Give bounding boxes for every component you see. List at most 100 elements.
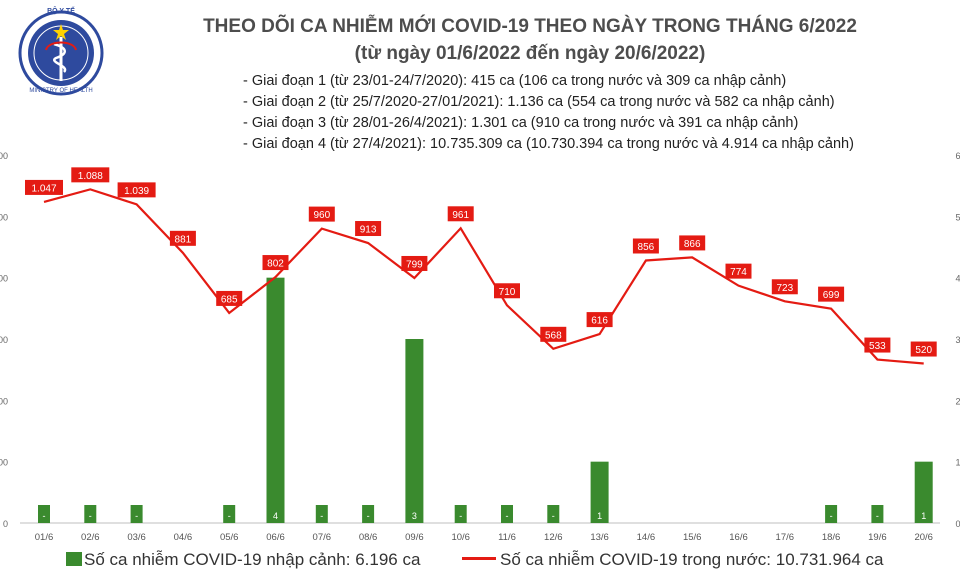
line-label-box — [169, 230, 196, 246]
bar — [547, 505, 560, 523]
x-axis-tick: 19/6 — [868, 532, 887, 543]
line-label-box — [679, 235, 706, 251]
line-label-box — [25, 179, 63, 195]
line-label-box — [262, 255, 289, 271]
line-label: 961 — [452, 210, 469, 221]
bar-label: - — [367, 511, 370, 521]
line-label-box — [355, 221, 382, 237]
line-label: 866 — [684, 239, 701, 250]
x-axis-tick: 18/6 — [822, 532, 841, 543]
bar-label: - — [43, 511, 46, 521]
bar — [914, 461, 933, 523]
x-axis-tick: 11/6 — [498, 532, 516, 543]
line-label-box — [401, 255, 428, 271]
line-label: 1.047 — [31, 183, 56, 194]
x-axis-tick: 15/6 — [683, 532, 702, 543]
line-label: 533 — [869, 341, 886, 352]
bar — [38, 505, 50, 523]
line-label-box — [632, 238, 659, 254]
line-label: 616 — [591, 316, 608, 327]
bar-label: - — [830, 511, 833, 521]
right-axis-tick: 4 — [955, 274, 960, 284]
x-axis-tick: 06/6 — [266, 532, 285, 543]
line-label: 710 — [499, 287, 516, 298]
bar — [266, 277, 285, 523]
bar-label: - — [552, 511, 555, 521]
x-axis-tick: 05/6 — [220, 532, 239, 543]
line-label: 913 — [360, 225, 377, 236]
line-label: 699 — [823, 290, 840, 301]
bar-label: - — [506, 511, 509, 521]
right-axis-tick: 0 — [955, 519, 960, 529]
line-label-box — [771, 279, 798, 295]
bar-label: 1 — [921, 511, 926, 521]
chart-title: THEO DÕI CA NHIỄM MỚI COVID-19 THEO NGÀY… — [203, 16, 857, 37]
logo-bottom-text: MINISTRY OF HEALTH — [29, 88, 93, 94]
line-label-box — [540, 326, 567, 342]
left-axis-tick: 800 — [0, 274, 8, 284]
left-axis-tick: 200 — [0, 458, 8, 468]
line-label: 723 — [776, 283, 793, 294]
bar-label: - — [89, 511, 92, 521]
phase-note: - Giai đoạn 4 (từ 27/4/2021): 10.735.309… — [243, 136, 854, 152]
legend-bar-swatch — [66, 552, 82, 566]
x-axis-tick: 10/6 — [451, 532, 470, 543]
bar-label: 1 — [597, 511, 602, 521]
x-axis-tick: 04/6 — [174, 532, 193, 543]
line-label: 802 — [267, 259, 284, 270]
bar — [405, 339, 424, 523]
legend-line-label: Số ca nhiễm COVID-19 trong nước: 10.731.… — [500, 550, 884, 569]
legend-bar: Số ca nhiễm COVID-19 nhập cảnh: 6.196 ca — [66, 550, 420, 570]
x-axis-tick: 16/6 — [729, 532, 748, 543]
right-axis-tick: 6 — [955, 151, 960, 161]
line-label: 881 — [175, 234, 192, 245]
line-label-box — [864, 337, 891, 353]
chart-subtitle: (từ ngày 01/6/2022 đến ngày 20/6/2022) — [354, 43, 706, 64]
bar — [84, 505, 97, 523]
legend-bar-label: Số ca nhiễm COVID-19 nhập cảnh: 6.196 ca — [84, 550, 421, 569]
line-label-box — [725, 263, 752, 279]
line-label: 774 — [730, 267, 747, 278]
line-label: 1.088 — [78, 171, 103, 182]
line-series — [43, 188, 924, 365]
bar — [590, 461, 609, 523]
left-axis-tick: 1000 — [0, 212, 8, 222]
ministry-logo-icon — [18, 10, 104, 96]
phase-note: - Giai đoạn 2 (từ 25/7/2020-27/01/2021):… — [243, 94, 835, 110]
line-label-box — [71, 167, 110, 183]
line-label: 568 — [545, 330, 562, 341]
line-label-box — [117, 182, 156, 198]
x-axis-tick: 17/6 — [776, 532, 795, 543]
phase-notes: - Giai đoạn 1 (từ 23/01-24/7/2020): 415 … — [243, 71, 854, 155]
bar — [501, 505, 513, 523]
logo-top-text: BỘ Y TẾ — [47, 8, 75, 15]
bar — [130, 505, 143, 523]
right-axis-tick: 2 — [955, 396, 960, 406]
bar — [223, 505, 236, 523]
x-axis-tick: 12/6 — [544, 532, 563, 543]
line-label: 856 — [638, 242, 655, 253]
left-axis-tick: 400 — [0, 396, 8, 406]
phase-note: - Giai đoạn 3 (từ 28/01-26/4/2021): 1.30… — [243, 115, 799, 131]
x-axis-tick: 14/6 — [637, 532, 656, 543]
bar-label: - — [459, 511, 462, 521]
legend-line: Số ca nhiễm COVID-19 trong nước: 10.731.… — [462, 550, 884, 570]
bar — [454, 505, 467, 523]
x-axis-tick: 08/6 — [359, 532, 378, 543]
bar-label: - — [320, 511, 323, 521]
line-label-box — [216, 290, 243, 306]
right-axis-tick: 3 — [955, 335, 960, 345]
right-axis-tick: 5 — [955, 212, 960, 222]
bar — [825, 505, 838, 523]
legend-line-swatch — [462, 557, 496, 560]
line-label: 685 — [221, 294, 238, 305]
bar — [871, 505, 884, 523]
x-axis-tick: 13/6 — [590, 532, 609, 543]
line-label-box — [818, 286, 845, 302]
x-axis-tick: 09/6 — [405, 532, 424, 543]
x-axis-tick: 02/6 — [81, 532, 100, 543]
line-label-box — [910, 341, 937, 357]
line-label-box — [308, 206, 335, 222]
phase-note: - Giai đoạn 1 (từ 23/01-24/7/2020): 415 … — [243, 73, 787, 89]
x-axis-tick: 03/6 — [127, 532, 146, 543]
